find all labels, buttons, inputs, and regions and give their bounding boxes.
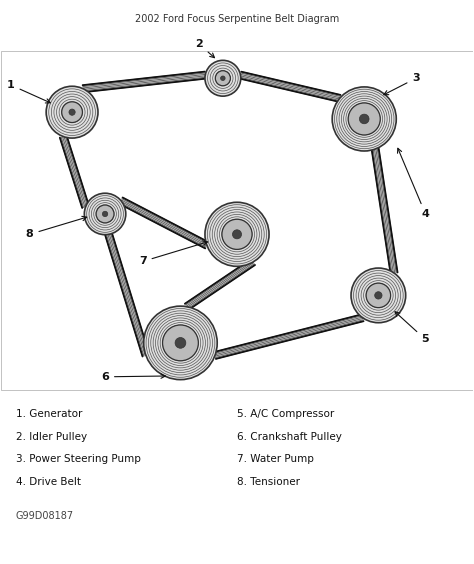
Text: 6. Crankshaft Pulley: 6. Crankshaft Pulley (237, 432, 342, 442)
Circle shape (348, 103, 380, 135)
Circle shape (351, 268, 406, 323)
Text: 1: 1 (7, 80, 50, 103)
Circle shape (232, 230, 242, 239)
Circle shape (205, 202, 269, 266)
Circle shape (332, 87, 396, 151)
Text: 2: 2 (195, 39, 214, 58)
Text: 3. Power Steering Pump: 3. Power Steering Pump (16, 455, 140, 465)
Circle shape (220, 76, 225, 81)
Circle shape (69, 109, 75, 115)
Text: 4. Drive Belt: 4. Drive Belt (16, 477, 81, 487)
Circle shape (163, 325, 198, 361)
Text: 4: 4 (398, 148, 429, 219)
Text: 2002 Ford Focus Serpentine Belt Diagram: 2002 Ford Focus Serpentine Belt Diagram (135, 14, 339, 24)
Circle shape (374, 292, 382, 299)
Text: 8. Tensioner: 8. Tensioner (237, 477, 300, 487)
Circle shape (222, 219, 252, 249)
Text: 8: 8 (26, 217, 87, 239)
Text: 6: 6 (101, 372, 165, 382)
Circle shape (46, 86, 98, 138)
Text: 2. Idler Pulley: 2. Idler Pulley (16, 432, 87, 442)
Circle shape (62, 102, 82, 122)
Text: 5: 5 (395, 312, 429, 345)
Text: 1. Generator: 1. Generator (16, 409, 82, 419)
Circle shape (205, 60, 241, 96)
Circle shape (175, 337, 186, 348)
Text: 7. Water Pump: 7. Water Pump (237, 455, 314, 465)
Text: 7: 7 (139, 241, 208, 266)
Circle shape (366, 283, 391, 307)
Text: 3: 3 (384, 73, 420, 95)
Circle shape (144, 306, 217, 380)
Circle shape (102, 212, 108, 217)
Text: G99D08187: G99D08187 (16, 511, 73, 521)
Circle shape (215, 70, 230, 86)
Text: 5. A/C Compressor: 5. A/C Compressor (237, 409, 334, 419)
Circle shape (84, 193, 126, 235)
Circle shape (359, 114, 369, 124)
Circle shape (96, 205, 114, 223)
